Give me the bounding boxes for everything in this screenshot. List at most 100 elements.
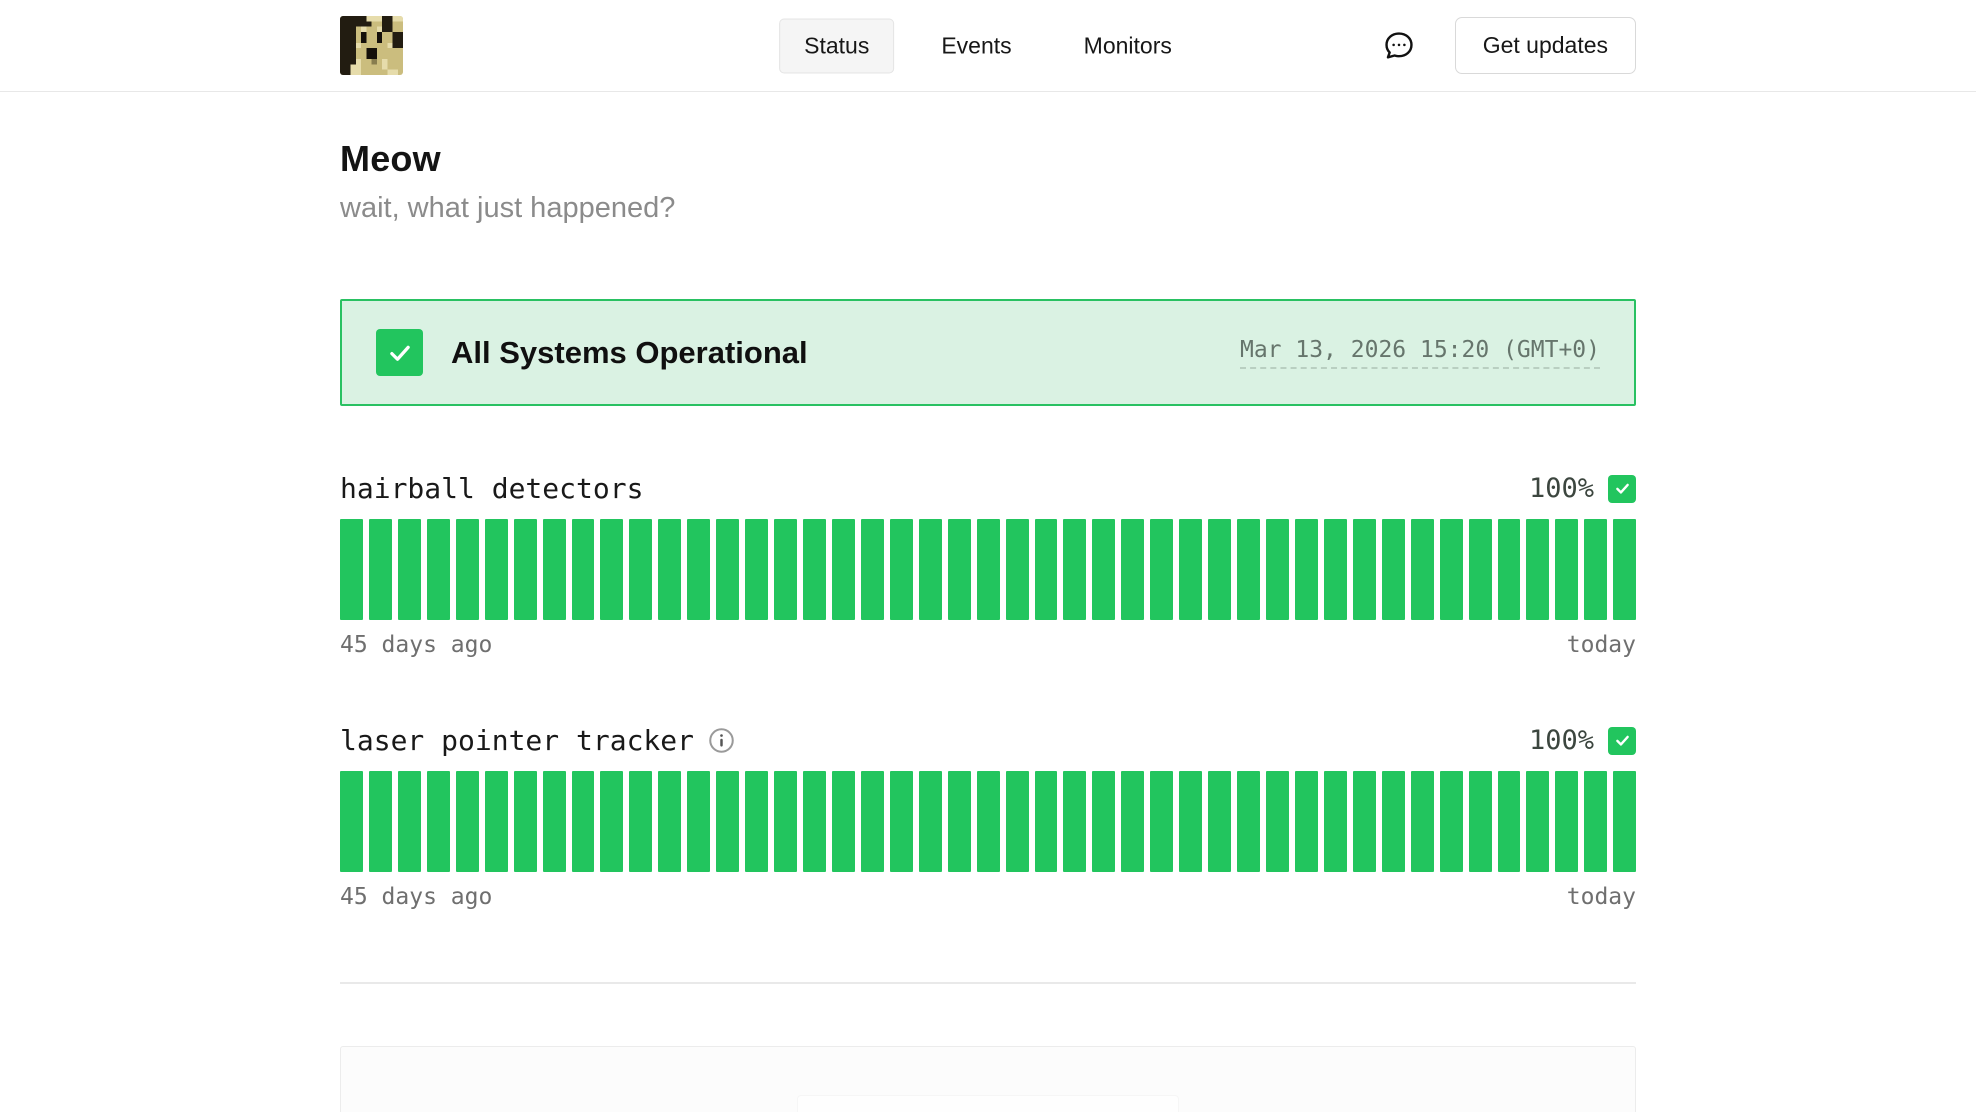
uptime-bar[interactable]: [831, 519, 855, 620]
info-icon[interactable]: [708, 727, 735, 754]
uptime-bar[interactable]: [1352, 771, 1376, 872]
page-subtitle: wait, what just happened?: [340, 192, 676, 224]
uptime-bar[interactable]: [918, 519, 942, 620]
uptime-bar[interactable]: [860, 519, 884, 620]
uptime-bar[interactable]: [1063, 519, 1087, 620]
uptime-bar[interactable]: [889, 771, 913, 872]
uptime-bar[interactable]: [1294, 771, 1318, 872]
uptime-bar[interactable]: [1323, 771, 1347, 872]
nav-tab-events[interactable]: Events: [941, 32, 1012, 58]
uptime-bar[interactable]: [600, 771, 624, 872]
uptime-bar[interactable]: [1005, 519, 1029, 620]
uptime-bar[interactable]: [1121, 771, 1145, 872]
uptime-bar[interactable]: [340, 771, 363, 872]
uptime-bar[interactable]: [397, 771, 421, 872]
uptime-bar[interactable]: [658, 771, 682, 872]
uptime-bar[interactable]: [542, 519, 566, 620]
uptime-bar[interactable]: [426, 519, 450, 620]
uptime-bar[interactable]: [571, 771, 595, 872]
uptime-bar[interactable]: [1323, 519, 1347, 620]
uptime-bar[interactable]: [484, 771, 508, 872]
uptime-bar[interactable]: [1584, 771, 1608, 872]
uptime-bar[interactable]: [774, 519, 797, 620]
uptime-bar[interactable]: [1063, 771, 1087, 872]
uptime-bar[interactable]: [1555, 771, 1579, 872]
uptime-bar[interactable]: [716, 771, 740, 872]
uptime-bar[interactable]: [1237, 771, 1260, 872]
uptime-bar[interactable]: [397, 519, 421, 620]
uptime-bar[interactable]: [1584, 519, 1608, 620]
uptime-bar[interactable]: [1208, 771, 1232, 872]
uptime-bar[interactable]: [1266, 771, 1289, 872]
uptime-bar[interactable]: [1034, 519, 1058, 620]
uptime-bar[interactable]: [629, 519, 653, 620]
nav-tab-monitors[interactable]: Monitors: [1083, 32, 1172, 58]
uptime-bar[interactable]: [1208, 519, 1232, 620]
banner-timestamp[interactable]: Mar 13, 2026 15:20 (GMT+0): [1239, 337, 1600, 369]
uptime-bar[interactable]: [455, 771, 479, 872]
uptime-bar[interactable]: [1150, 519, 1174, 620]
uptime-bar[interactable]: [368, 519, 392, 620]
uptime-bar[interactable]: [1266, 519, 1289, 620]
uptime-bar[interactable]: [745, 771, 769, 872]
uptime-bar[interactable]: [1121, 519, 1145, 620]
uptime-bar[interactable]: [1526, 519, 1550, 620]
uptime-bar[interactable]: [1092, 771, 1116, 872]
uptime-bar[interactable]: [600, 519, 624, 620]
uptime-bar[interactable]: [1034, 771, 1058, 872]
uptime-bar[interactable]: [831, 771, 855, 872]
uptime-bar[interactable]: [1497, 519, 1521, 620]
uptime-bar[interactable]: [803, 519, 826, 620]
uptime-bar[interactable]: [1179, 771, 1203, 872]
uptime-bar[interactable]: [687, 771, 711, 872]
uptime-bar[interactable]: [629, 771, 653, 872]
uptime-bar[interactable]: [1497, 771, 1521, 872]
uptime-bar[interactable]: [947, 519, 971, 620]
uptime-bar[interactable]: [745, 519, 769, 620]
uptime-bar[interactable]: [1468, 519, 1492, 620]
uptime-bar[interactable]: [1613, 519, 1637, 620]
uptime-bar[interactable]: [1092, 519, 1116, 620]
uptime-bar[interactable]: [1381, 519, 1405, 620]
uptime-bar[interactable]: [1526, 771, 1550, 872]
cat-logo-image[interactable]: [340, 16, 403, 75]
uptime-bar[interactable]: [1237, 519, 1260, 620]
uptime-bar[interactable]: [918, 771, 942, 872]
chat-button[interactable]: [1379, 26, 1419, 66]
nav-tab-status[interactable]: Status: [779, 18, 895, 73]
uptime-bar[interactable]: [1468, 771, 1492, 872]
uptime-bar[interactable]: [1294, 519, 1318, 620]
uptime-bar[interactable]: [484, 519, 508, 620]
uptime-bar[interactable]: [368, 771, 392, 872]
uptime-bar[interactable]: [542, 771, 566, 872]
uptime-bar[interactable]: [340, 519, 363, 620]
uptime-bar[interactable]: [658, 519, 682, 620]
uptime-bar[interactable]: [455, 519, 479, 620]
get-updates-button[interactable]: Get updates: [1454, 17, 1636, 74]
uptime-bar[interactable]: [1410, 519, 1434, 620]
uptime-bar[interactable]: [803, 771, 826, 872]
uptime-bar[interactable]: [889, 519, 913, 620]
monitor-name: hairball detectors: [340, 472, 644, 505]
uptime-bar[interactable]: [1555, 519, 1579, 620]
uptime-bar[interactable]: [1410, 771, 1434, 872]
uptime-bar[interactable]: [860, 771, 884, 872]
uptime-bar[interactable]: [1179, 519, 1203, 620]
uptime-bar[interactable]: [1005, 771, 1029, 872]
uptime-bar[interactable]: [426, 771, 450, 872]
uptime-bar[interactable]: [1150, 771, 1174, 872]
uptime-bar[interactable]: [513, 519, 537, 620]
uptime-bar[interactable]: [947, 771, 971, 872]
uptime-bar[interactable]: [716, 519, 740, 620]
uptime-bar[interactable]: [774, 771, 797, 872]
uptime-bar[interactable]: [1381, 771, 1405, 872]
uptime-bar[interactable]: [1439, 771, 1463, 872]
uptime-bar[interactable]: [976, 519, 1000, 620]
uptime-bar[interactable]: [1613, 771, 1637, 872]
uptime-bar[interactable]: [1352, 519, 1376, 620]
uptime-bar[interactable]: [1439, 519, 1463, 620]
uptime-bar[interactable]: [687, 519, 711, 620]
uptime-bar[interactable]: [571, 519, 595, 620]
uptime-bar[interactable]: [976, 771, 1000, 872]
uptime-bar[interactable]: [513, 771, 537, 872]
